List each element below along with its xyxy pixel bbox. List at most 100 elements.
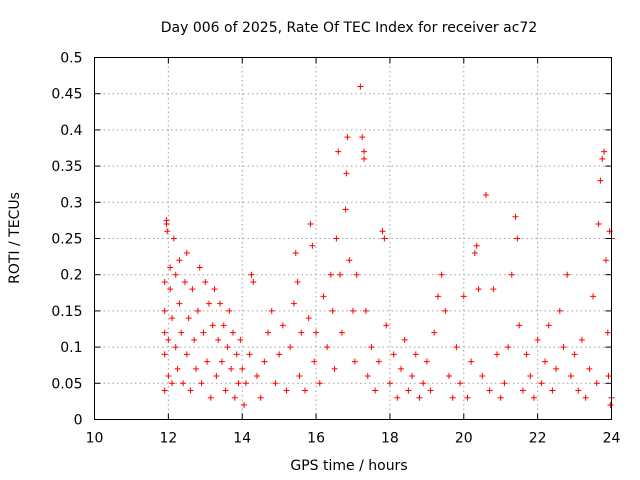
data-point <box>530 394 537 401</box>
x-tick-label: 12 <box>159 431 177 447</box>
data-point <box>381 235 388 242</box>
data-point <box>324 344 331 351</box>
data-point <box>161 387 168 394</box>
data-point <box>512 213 519 220</box>
y-tick-label: 0.1 <box>60 340 82 356</box>
data-point <box>390 351 397 358</box>
data-point <box>446 373 453 380</box>
data-point <box>169 380 176 387</box>
data-point <box>246 351 253 358</box>
data-point <box>257 394 264 401</box>
data-point <box>176 257 183 264</box>
data-point <box>471 249 478 256</box>
data-point <box>386 380 393 387</box>
data-point <box>250 278 257 285</box>
data-point <box>482 192 489 199</box>
data-point <box>359 134 366 141</box>
data-point <box>351 358 358 365</box>
data-point <box>211 286 218 293</box>
data-point <box>222 387 229 394</box>
data-point <box>248 271 255 278</box>
data-point <box>283 387 290 394</box>
data-point <box>194 307 201 314</box>
data-point <box>217 300 224 307</box>
y-tick-label: 0.3 <box>60 195 82 211</box>
data-point <box>475 286 482 293</box>
data-point <box>181 278 188 285</box>
data-point <box>213 373 220 380</box>
data-point <box>423 358 430 365</box>
data-point <box>265 329 272 336</box>
x-axis-label: GPS time / hours <box>290 458 407 474</box>
data-point <box>165 373 172 380</box>
data-point <box>183 351 190 358</box>
data-point <box>226 307 233 314</box>
data-point <box>379 228 386 235</box>
data-point <box>593 380 600 387</box>
data-point <box>235 380 242 387</box>
data-point <box>412 351 419 358</box>
data-point <box>224 344 231 351</box>
data-point <box>174 365 181 372</box>
data-point <box>207 394 214 401</box>
data-point <box>205 300 212 307</box>
data-point <box>309 242 316 249</box>
data-point <box>204 358 211 365</box>
data-point <box>486 387 493 394</box>
data-point <box>353 271 360 278</box>
data-point <box>508 271 515 278</box>
data-point <box>187 387 194 394</box>
data-point <box>416 394 423 401</box>
data-point <box>287 344 294 351</box>
data-point <box>578 336 585 343</box>
data-point <box>564 271 571 278</box>
data-point <box>290 300 297 307</box>
data-point <box>229 329 236 336</box>
data-point <box>473 242 480 249</box>
data-point <box>368 344 375 351</box>
data-point <box>237 336 244 343</box>
data-point <box>276 351 283 358</box>
data-point <box>383 322 390 329</box>
data-point <box>586 365 593 372</box>
data-point <box>527 373 534 380</box>
data-point <box>375 358 382 365</box>
data-point <box>534 336 541 343</box>
data-point <box>292 249 299 256</box>
data-point <box>301 387 308 394</box>
data-point <box>220 322 227 329</box>
data-point <box>172 344 179 351</box>
data-point <box>357 83 364 90</box>
data-point <box>202 278 209 285</box>
y-tick-label: 0.2 <box>60 268 82 284</box>
data-point <box>590 293 597 300</box>
data-point <box>567 373 574 380</box>
data-point <box>494 351 501 358</box>
data-point <box>233 351 240 358</box>
data-point <box>167 264 174 271</box>
y-tick-label: 0.35 <box>51 159 82 175</box>
data-point <box>607 402 614 409</box>
data-point <box>298 329 305 336</box>
data-point <box>329 307 336 314</box>
data-point <box>582 394 589 401</box>
data-point <box>198 380 205 387</box>
data-point <box>333 235 340 242</box>
data-point <box>164 228 171 235</box>
data-point <box>242 380 249 387</box>
chart-title: Day 006 of 2025, Rate Of TEC Index for r… <box>161 20 537 36</box>
data-point <box>595 221 602 228</box>
data-point <box>394 394 401 401</box>
data-point <box>320 293 327 300</box>
data-point <box>294 278 301 285</box>
data-point <box>549 387 556 394</box>
data-point <box>311 358 318 365</box>
data-point <box>545 322 552 329</box>
data-point <box>161 329 168 336</box>
data-point <box>604 329 611 336</box>
data-point <box>542 358 549 365</box>
data-point <box>516 322 523 329</box>
data-point <box>514 235 521 242</box>
data-point <box>468 358 475 365</box>
y-tick-label: 0.05 <box>51 376 82 392</box>
